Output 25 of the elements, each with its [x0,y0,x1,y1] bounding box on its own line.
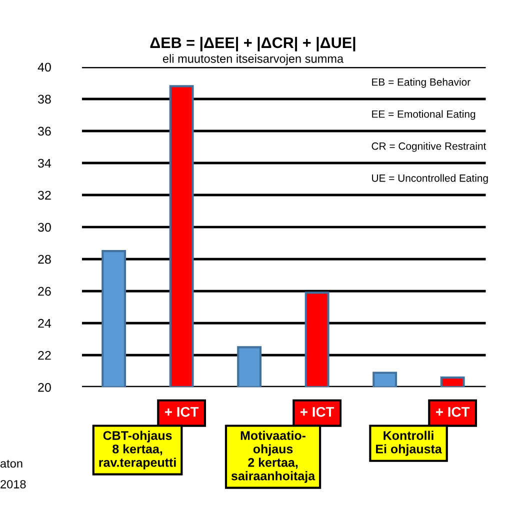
text: aton [0,460,22,468]
text: CBT-ohjaus 8 kertaa, rav.terapeutti [99,430,176,470]
y-tick-label: 36 [38,126,51,136]
chart-subtitle: eli muutosten itseisarvojen summa [162,54,344,66]
annotation: EB = Eating Behavior [372,78,470,88]
annotation: UE = Uncontrolled Eating [372,174,488,184]
x-tick-label: + ICT [436,406,470,417]
y-tick-label: 26 [38,286,51,296]
text: 2018 [0,480,26,488]
chart-title: ΔEB = |ΔEE| + |ΔCR| + |ΔUE| [150,36,356,52]
text: Kontrolli Ei ohjausta [376,430,442,456]
annotation: EE = Emotional Eating [372,110,476,120]
y-tick-label: 28 [38,254,51,264]
x-tick-label: + ICT [164,406,199,417]
y-tick-label: 38 [38,94,51,104]
y-tick-label: 30 [38,222,51,232]
text: Motivaatio- ohjaus 2 kertaa, sairaanhoitaja [231,430,316,483]
y-tick-label: 20 [38,382,51,392]
y-tick-label: 22 [38,350,51,360]
y-tick-label: 24 [38,318,52,328]
y-tick-label: 32 [38,190,51,200]
y-tick-label: 40 [38,62,51,72]
annotation: CR = Cognitive Restraint [372,142,486,152]
x-tick-label: + ICT [300,406,334,417]
y-tick-label: 34 [38,158,52,168]
